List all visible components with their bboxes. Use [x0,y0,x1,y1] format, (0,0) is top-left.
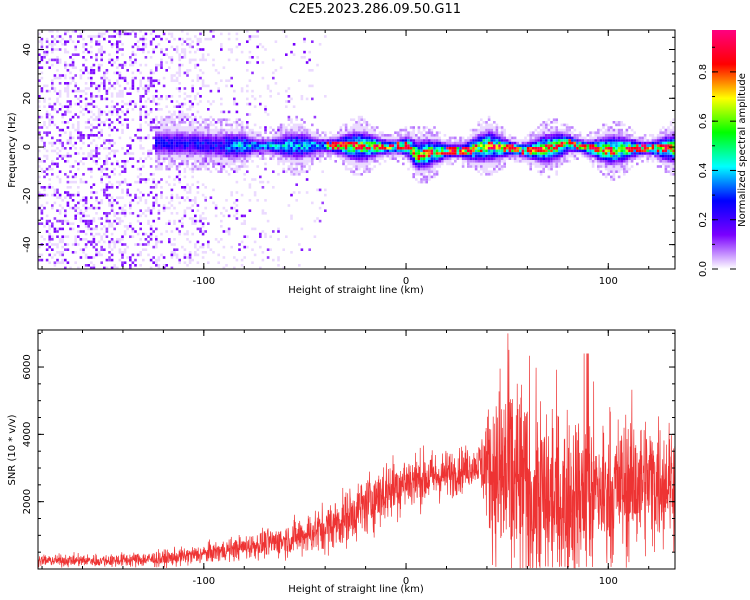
heatmap-y-axis-label: Frequency (Hz) [7,112,18,188]
colorbar-axes: 0.0 0.2 0.4 0.6 0.8 [698,46,736,277]
colorbar-label: Normalized spectral amplitude [737,73,748,227]
colorbar-tick-label: 0.0 [698,261,709,277]
x-tick-label: 100 [599,276,618,287]
snr-series-line [38,333,675,569]
colorbar [712,30,736,269]
chart-title: C2E5.2023.286.09.50.G11 [288,2,462,17]
snr-axes: -100 0 100 2000 4000 6000 [22,330,675,587]
y-tick-label: -20 [22,188,33,204]
y-tick-label: 0 [22,144,33,150]
x-tick-label: -100 [192,576,215,587]
x-tick-label: -100 [192,276,215,287]
y-tick-label: 2000 [22,489,33,514]
x-tick-label: 0 [403,576,409,587]
y-tick-label: 4000 [22,422,33,447]
colorbar-tick-label: 0.8 [698,64,709,80]
heatmap-cells [38,30,675,269]
colorbar-tick-label: 0.4 [698,162,709,178]
x-tick-label: 0 [403,276,409,287]
snr-frame [37,329,676,570]
heatmap-axes: -100 0 100 -40 -20 0 20 40 [22,30,675,287]
y-tick-label: 40 [22,43,33,56]
y-tick-label: 20 [22,92,33,105]
colorbar-tick-label: 0.2 [698,212,709,228]
heatmap-frame [37,29,676,270]
snr-y-axis-label: SNR (10 * v/v) [7,414,18,485]
snr-x-axis-label: Height of straight line (km) [288,584,424,595]
y-tick-label: -40 [22,236,33,252]
heatmap-x-axis-label: Height of straight line (km) [288,285,424,296]
x-tick-label: 100 [599,576,618,587]
y-tick-label: 6000 [22,354,33,379]
colorbar-tick-label: 0.6 [698,113,709,129]
